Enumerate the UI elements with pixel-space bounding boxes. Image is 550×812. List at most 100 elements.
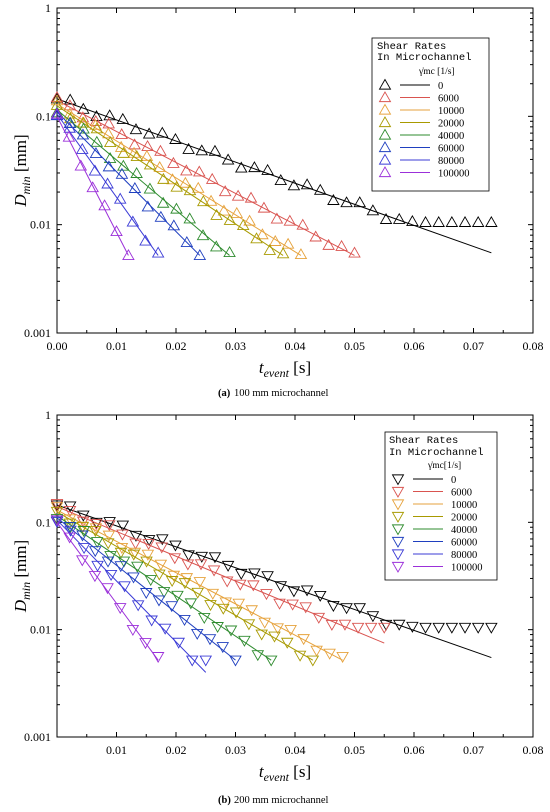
data-point [323,648,336,660]
data-point [206,588,220,600]
data-point [287,179,301,191]
x-tick-label: 0.06 [404,743,425,757]
legend-marker [391,486,405,498]
legend-marker [378,78,392,90]
data-point [296,218,310,230]
data-point [103,517,116,529]
data-point [193,165,206,177]
data-point [156,126,169,138]
y-tick-label: 0.01 [30,623,51,637]
data-point [313,183,327,195]
data-point [102,160,116,172]
data-point [143,158,157,170]
data-point [63,521,77,533]
data-point [193,249,207,261]
data-point [236,219,250,231]
data-point [50,500,64,512]
data-point [351,622,365,634]
data-point [224,625,238,637]
data-point [223,213,237,225]
legend-marker [391,536,405,548]
data-point [183,212,197,224]
series-10000 [50,94,308,260]
data-point [219,597,233,609]
data-point [211,622,224,634]
data-point [142,539,155,551]
data-point [152,595,166,607]
legend-label: 80000 [438,156,464,167]
data-point [117,159,130,171]
fit-line [56,511,314,661]
data-point [126,624,140,636]
data-point [90,135,104,147]
data-point [185,655,199,667]
data-point [90,537,104,549]
data-point [158,623,172,635]
fit-line [56,509,343,661]
data-point [306,655,320,667]
series-80000 [50,516,213,673]
series-100000 [50,515,165,664]
data-point [471,215,485,227]
data-point [129,123,143,135]
legend-label: 0 [451,475,456,486]
data-point [183,184,197,196]
legend-box [371,37,490,192]
data-point [335,239,348,251]
data-point [98,199,111,211]
data-point [63,93,77,105]
data-point [313,590,327,602]
legend-marker [378,91,392,103]
legend-box [384,431,498,581]
data-point [139,588,153,600]
data-point [230,206,244,218]
data-point [142,535,156,547]
data-point [122,249,135,261]
data-point [86,181,99,193]
data-point [156,534,169,546]
data-point [208,144,222,156]
data-point [223,246,236,258]
data-point [178,614,191,626]
data-point [102,530,116,542]
legend-label: 6000 [451,488,472,499]
legend-title-line-2: In Microchannel [389,447,484,459]
data-point [103,136,117,148]
series-60000 [50,517,242,667]
data-point [248,568,261,580]
y-tick-label: 1 [45,408,51,422]
data-point [182,142,195,154]
legend-marker [391,524,405,536]
data-point [406,214,419,226]
fit-line [56,504,492,659]
data-point [63,116,77,128]
data-point [63,514,77,526]
y-tick-label: 0.1 [36,515,51,529]
x-tick-label: 0.01 [106,339,127,353]
data-point [153,160,166,172]
data-point [284,624,297,636]
data-point [178,578,192,590]
fit-line [56,116,129,256]
data-point [76,555,89,567]
data-point [89,519,103,531]
y-tick-label: 0.1 [36,109,51,123]
data-point [151,652,165,664]
data-point [143,182,157,194]
data-point [257,201,271,213]
y-axis-title: Dmin [mm] [11,540,33,613]
data-point [256,228,269,240]
data-point [322,238,335,250]
data-point [245,605,259,617]
data-point [247,580,260,592]
data-point [199,655,213,667]
data-point [77,543,91,555]
data-point [471,622,485,634]
data-point [154,144,167,156]
legend-marker [378,141,392,153]
data-point [171,590,184,602]
data-point [157,587,171,599]
data-point [101,538,115,550]
data-point [218,185,232,197]
series-0 [50,92,498,254]
